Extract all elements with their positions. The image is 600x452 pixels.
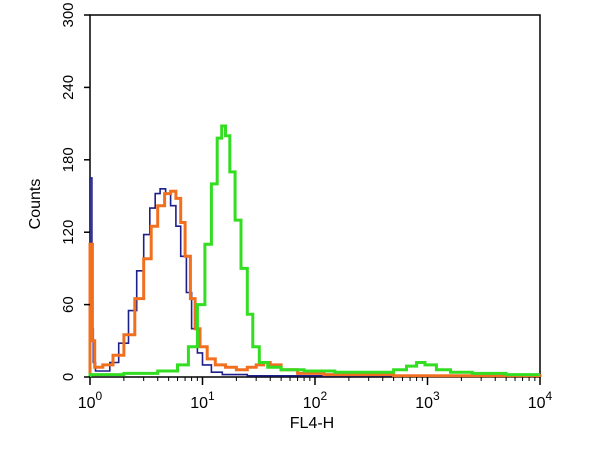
- x-tick-label-1: 101: [190, 389, 215, 412]
- x-tick-label-3: 103: [415, 389, 440, 412]
- y-tick-label-4: 240: [60, 75, 77, 100]
- plot-area: [89, 14, 541, 378]
- series-layer: [88, 124, 542, 378]
- x-axis: 100 101 102 103 104: [78, 377, 553, 412]
- y-tick-label-2: 120: [60, 220, 77, 245]
- series-line-2: [88, 124, 540, 377]
- x-tick-label-0: 100: [78, 389, 103, 412]
- x-tick-label-4: 104: [528, 389, 553, 412]
- y-tick-label-1: 60: [60, 296, 77, 313]
- x-axis-label: FL4-H: [290, 415, 334, 432]
- series-line-1: [88, 189, 542, 378]
- y-tick-label-5: 300: [60, 2, 77, 27]
- y-tick-label-3: 180: [60, 147, 77, 172]
- plot-frame: [89, 14, 541, 378]
- y-axis: 0 60 120 180 240 300: [60, 2, 90, 381]
- y-axis-label: Counts: [27, 179, 44, 230]
- series-line-0: [89, 177, 541, 377]
- x-tick-label-2: 102: [303, 389, 328, 412]
- y-tick-label-0: 0: [60, 373, 77, 381]
